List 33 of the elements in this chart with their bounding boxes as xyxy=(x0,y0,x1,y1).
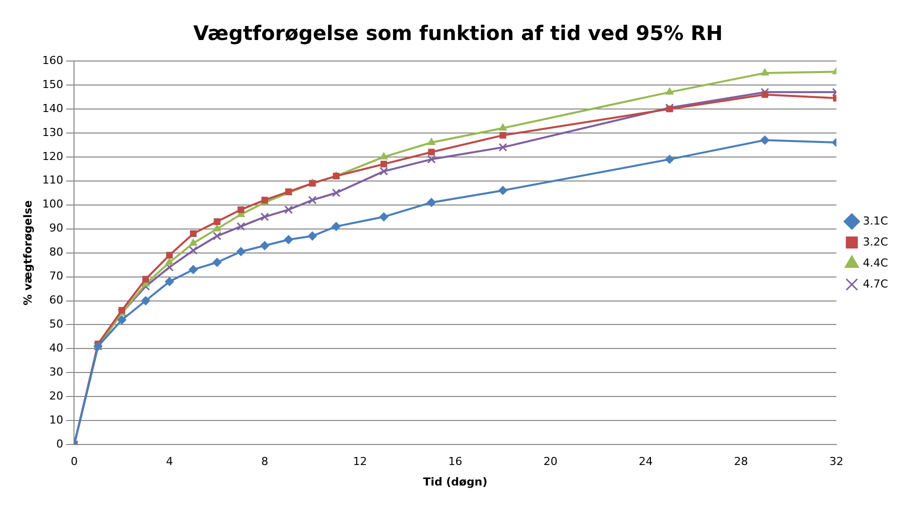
y-tick-label: 60 xyxy=(49,294,64,307)
x-tick-label: 24 xyxy=(638,455,653,468)
x-tick-label: 0 xyxy=(70,455,78,468)
legend-label: 3.2C xyxy=(862,235,888,248)
y-tick-label: 70 xyxy=(49,270,64,283)
y-tick-label: 0 xyxy=(56,437,64,450)
y-tick-label: 80 xyxy=(49,246,64,259)
legend-label: 4.4C xyxy=(862,256,888,270)
y-tick-label: 10 xyxy=(49,413,64,426)
y-tick-label: 110 xyxy=(42,174,64,187)
y-tick-label: 120 xyxy=(42,150,64,163)
legend-label: 4.7C xyxy=(862,277,888,290)
x-tick-label: 16 xyxy=(448,455,462,468)
y-tick-label: 90 xyxy=(49,222,64,235)
x-tick-label: 20 xyxy=(544,455,558,468)
x-tick-label: 12 xyxy=(352,455,367,468)
x-tick-label: 4 xyxy=(166,455,173,468)
y-tick-label: 140 xyxy=(42,102,64,115)
y-tick-label: 130 xyxy=(42,126,64,139)
y-tick-label: 40 xyxy=(49,342,64,355)
x-tick-label: 32 xyxy=(829,455,844,468)
x-tick-label: 28 xyxy=(734,455,748,468)
y-axis-title: % vægtforøgelse xyxy=(21,200,34,306)
y-tick-label: 50 xyxy=(49,318,64,331)
y-tick-label: 30 xyxy=(49,366,64,379)
chart-title: Vægtforøgelse som funktion af tid ved 95% RH xyxy=(193,21,723,46)
x-tick-label: 8 xyxy=(261,455,268,468)
y-tick-label: 150 xyxy=(42,78,64,91)
y-tick-label: 20 xyxy=(49,390,64,403)
y-tick-label: 100 xyxy=(42,198,64,211)
x-axis-title: Tid (døgn) xyxy=(423,475,488,488)
legend-label: 3.1C xyxy=(862,214,888,228)
y-tick-label: 160 xyxy=(42,54,64,67)
